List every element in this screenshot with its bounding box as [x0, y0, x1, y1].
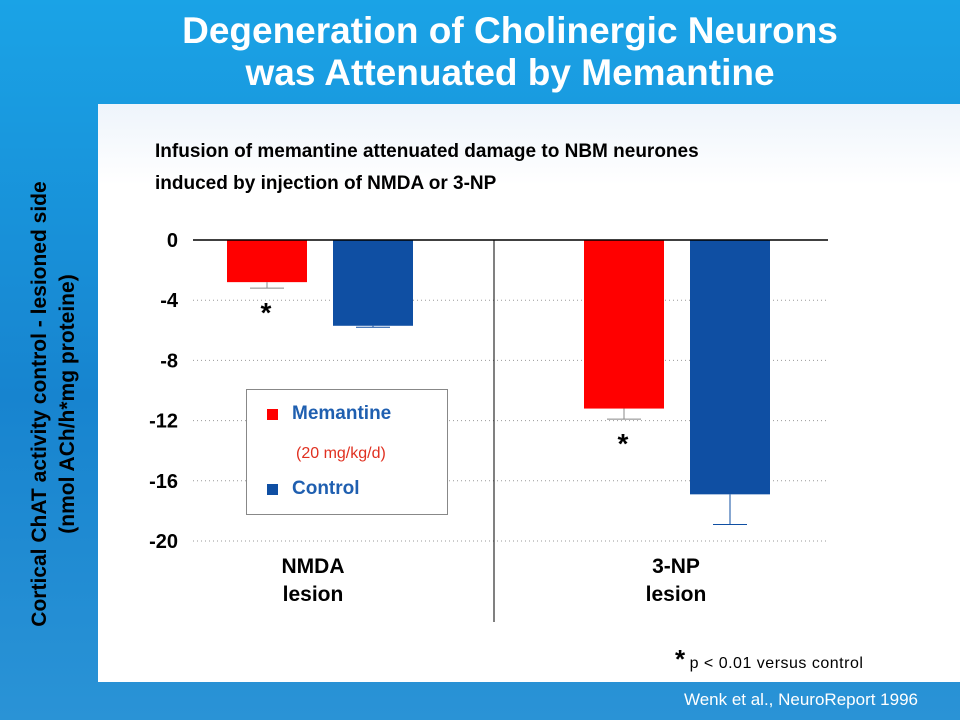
y-tick-label: -16 — [149, 471, 178, 493]
category-label-3np-line-1: 3-NP — [652, 555, 700, 578]
bar-control-1 — [690, 240, 770, 495]
y-tick-label: -20 — [149, 531, 178, 553]
category-label-nmda-line-2: lesion — [282, 583, 344, 606]
legend-item-memantine: Memantine — [267, 403, 391, 425]
y-tick-label: 0 — [167, 230, 178, 252]
slide-title: Degeneration of Cholinergic Neurons was … — [0, 10, 960, 94]
bar-control-0 — [333, 240, 413, 326]
legend-label-control: Control — [292, 478, 360, 499]
bar-memantine-1 — [584, 240, 664, 409]
subtitle-line-1: Infusion of memantine attenuated damage … — [155, 141, 699, 162]
chart-legend: Memantine (20 mg/kg/d) Control — [246, 389, 448, 515]
category-label-nmda-line-1: NMDA — [281, 555, 345, 578]
subtitle-line-2: induced by injection of NMDA or 3-NP — [155, 173, 497, 194]
legend-swatch-control — [267, 483, 278, 495]
significance-marker: * — [618, 428, 629, 459]
title-line-1: Degeneration of Cholinergic Neurons — [182, 10, 838, 51]
category-label-3np: 3-NP lesion — [596, 553, 756, 609]
significance-footnote: * p < 0.01 versus control — [675, 644, 863, 675]
significance-star: * — [675, 644, 686, 674]
legend-note-dose: (20 mg/kg/d) — [296, 445, 386, 462]
significance-text: p < 0.01 versus control — [689, 655, 864, 672]
title-line-2: was Attenuated by Memantine — [245, 52, 775, 93]
significance-marker: * — [261, 297, 272, 328]
legend-label-memantine: Memantine — [292, 403, 392, 424]
legend-item-control: Control — [267, 478, 360, 500]
y-tick-label: -12 — [149, 411, 178, 433]
chart-subtitle: Infusion of memantine attenuated damage … — [155, 136, 935, 200]
legend-swatch-memantine — [267, 408, 278, 420]
y-tick-label: -8 — [160, 350, 178, 372]
bar-memantine-0 — [227, 240, 307, 283]
y-tick-label: -4 — [160, 290, 179, 312]
category-label-nmda: NMDA lesion — [233, 553, 393, 609]
content-panel — [98, 104, 960, 682]
citation: Wenk et al., NeuroReport 1996 — [683, 690, 918, 709]
category-label-3np-line-2: lesion — [645, 583, 707, 606]
